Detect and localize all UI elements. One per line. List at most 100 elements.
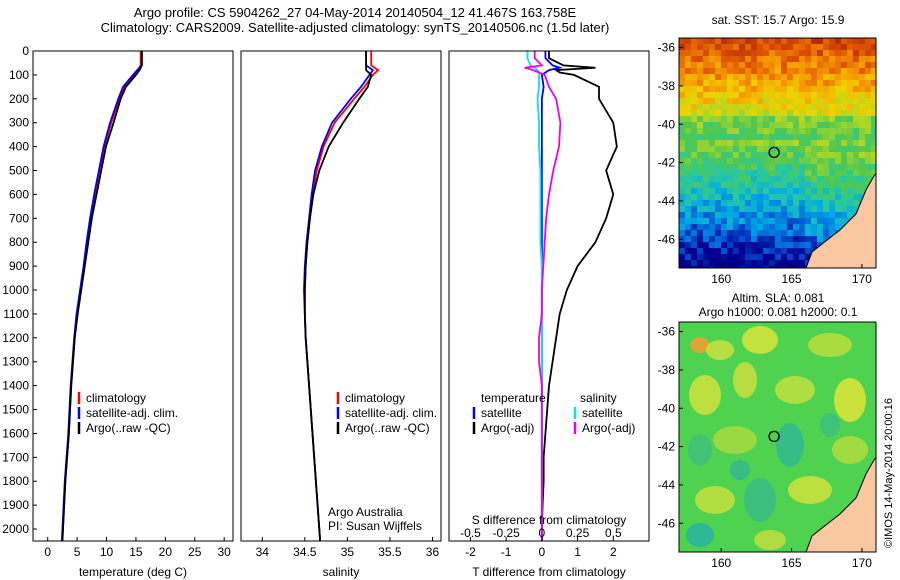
map-x-tick-label: 170 xyxy=(852,272,872,286)
sst-cell xyxy=(805,110,811,116)
x-tick-label: 1 xyxy=(574,545,581,559)
sst-cell xyxy=(769,38,775,44)
x-tick-label: 5 xyxy=(74,545,81,559)
sst-cell xyxy=(703,236,709,242)
sst-cell xyxy=(817,194,823,200)
sst-cell xyxy=(733,200,739,206)
sst-cell xyxy=(841,104,847,110)
temperature-axes-frame xyxy=(32,50,234,542)
sst-cell xyxy=(745,134,751,140)
sst-cell xyxy=(859,122,865,128)
sst-cell xyxy=(811,194,817,200)
sst-cell xyxy=(799,188,805,194)
sst-cell xyxy=(871,80,876,86)
sst-cell xyxy=(739,206,745,212)
sst-cell xyxy=(829,38,835,44)
sst-cell xyxy=(691,86,697,92)
sst-cell xyxy=(739,80,745,86)
sst-cell xyxy=(763,86,769,92)
sst-cell xyxy=(799,50,805,56)
sst-cell xyxy=(775,194,781,200)
temperature-argo-adj--line xyxy=(540,51,618,541)
sst-cell xyxy=(859,146,865,152)
sst-cell xyxy=(679,56,685,62)
sla-anomaly-patch xyxy=(776,423,804,467)
sst-cell xyxy=(805,164,811,170)
sst-cell xyxy=(847,80,853,86)
sst-cell xyxy=(727,236,733,242)
sst-cell xyxy=(775,80,781,86)
sst-cell xyxy=(751,248,757,254)
sst-cell xyxy=(859,86,865,92)
sst-cell xyxy=(835,140,841,146)
sst-cell xyxy=(817,128,823,134)
sst-cell xyxy=(757,80,763,86)
sst-cell xyxy=(745,158,751,164)
sst-cell xyxy=(763,230,769,236)
sst-cell xyxy=(841,80,847,86)
sst-cell xyxy=(739,242,745,248)
sst-cell xyxy=(763,164,769,170)
sst-cell xyxy=(757,176,763,182)
sst-cell xyxy=(847,98,853,104)
pi-annotation: PI: Susan Wijffels xyxy=(328,519,422,533)
sst-cell xyxy=(871,86,876,92)
sst-cell xyxy=(817,188,823,194)
sst-cell xyxy=(799,152,805,158)
sla-anomaly-patch xyxy=(730,460,750,480)
sst-cell xyxy=(745,170,751,176)
sst-cell xyxy=(703,116,709,122)
sst-cell xyxy=(823,110,829,116)
sst-cell xyxy=(811,110,817,116)
sst-cell xyxy=(697,116,703,122)
sst-cell xyxy=(697,140,703,146)
sst-cell xyxy=(829,122,835,128)
sst-cell xyxy=(859,152,865,158)
sst-cell xyxy=(679,116,685,122)
sst-cell xyxy=(679,230,685,236)
sst-cell xyxy=(781,62,787,68)
sst-cell xyxy=(787,212,793,218)
sst-cell xyxy=(733,242,739,248)
depth-tick-label: 0 xyxy=(22,44,29,58)
sst-cell xyxy=(715,62,721,68)
sst-cell xyxy=(685,92,691,98)
sst-cell xyxy=(817,236,823,242)
sst-cell xyxy=(847,50,853,56)
sst-cell xyxy=(709,38,715,44)
sst-cell xyxy=(817,200,823,206)
sst-cell xyxy=(823,164,829,170)
sst-cell xyxy=(775,110,781,116)
sst-cell xyxy=(769,80,775,86)
sst-cell xyxy=(757,134,763,140)
sst-cell xyxy=(745,86,751,92)
sst-cell xyxy=(721,80,727,86)
sst-cell xyxy=(679,206,685,212)
sst-cell xyxy=(763,248,769,254)
sst-cell xyxy=(835,128,841,134)
sst-cell xyxy=(751,80,757,86)
sst-cell xyxy=(727,266,733,268)
sst-cell xyxy=(811,212,817,218)
sst-cell xyxy=(751,38,757,44)
sst-cell xyxy=(775,212,781,218)
sst-cell xyxy=(769,248,775,254)
sst-cell xyxy=(811,50,817,56)
sst-cell xyxy=(769,110,775,116)
sst-cell xyxy=(775,92,781,98)
sst-cell xyxy=(865,182,871,188)
sst-cell xyxy=(745,122,751,128)
sst-cell xyxy=(781,260,787,266)
salinity-legend: climatology satellite-adj. clim. Argo(..… xyxy=(336,391,437,435)
sst-cell xyxy=(793,116,799,122)
sst-cell xyxy=(871,140,876,146)
sst-cell xyxy=(817,146,823,152)
sst-cell xyxy=(853,86,859,92)
sst-cell xyxy=(823,98,829,104)
sst-cell xyxy=(715,86,721,92)
map-y-tick-label: -38 xyxy=(658,363,676,377)
sst-cell xyxy=(871,110,876,116)
sst-cell xyxy=(859,128,865,134)
sst-cell xyxy=(769,128,775,134)
legend-argo-label: Argo(..raw -QC) xyxy=(345,421,430,435)
